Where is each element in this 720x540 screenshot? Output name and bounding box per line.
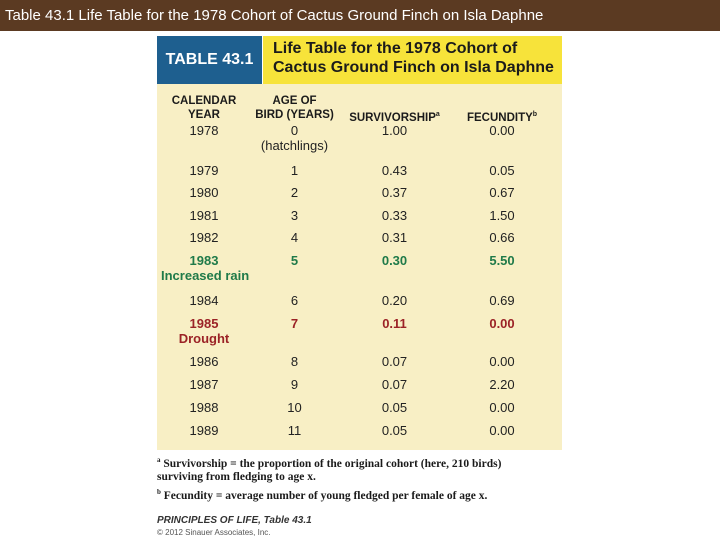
cell-year: 1986: [189, 354, 219, 369]
table-row: 1979 1 0.43 0.05: [157, 162, 562, 184]
footnote-mark-a: a: [435, 111, 440, 118]
cell-fecundity: 0.05: [489, 163, 515, 178]
table-label: TABLE 43.1: [157, 36, 262, 84]
cell-year: 1979: [189, 163, 219, 178]
cell-age: 3: [290, 208, 299, 223]
table-row: 1986 8 0.07 0.00: [157, 353, 562, 375]
table-row: 1984 6 0.20 0.69: [157, 292, 562, 314]
cell-age: 9: [290, 377, 299, 392]
footnotes: a Survivorship = the proportion of the o…: [157, 454, 562, 505]
table-row: 1978 0 1.00 0.00 (hatchlings): [157, 122, 562, 153]
header-year-line-1: CALENDAR: [171, 95, 237, 107]
cell-age: 1: [290, 163, 299, 178]
cell-year: 1982: [189, 230, 219, 245]
cell-year: 1983: [189, 253, 219, 268]
header-age-line-2: BIRD (YEARS): [255, 109, 334, 121]
cell-fecundity: 0.00: [489, 123, 515, 138]
cell-survivorship: 0.05: [381, 400, 408, 415]
cell-age: 6: [290, 293, 299, 308]
table-row: 1989 11 0.05 0.00: [157, 422, 562, 444]
cell-year: 1987: [189, 377, 219, 392]
cell-survivorship: 0.05: [381, 423, 408, 438]
cell-survivorship: 0.31: [381, 230, 408, 245]
table-title: Life Table for the 1978 Cohort of Cactus…: [263, 36, 562, 84]
cell-survivorship: 0.11: [382, 316, 407, 331]
cell-survivorship: 1.00: [381, 123, 408, 138]
table-row: 1987 9 0.07 2.20: [157, 376, 562, 398]
cell-fecundity: 5.50: [489, 253, 515, 268]
cell-survivorship: 0.30: [381, 253, 408, 268]
table-title-line-1: Life Table for the 1978 Cohort of: [273, 40, 518, 57]
cell-fecundity: 0.67: [489, 185, 515, 200]
table-title-line-2: Cactus Ground Finch on Isla Daphne: [273, 59, 554, 76]
cell-fecundity: 0.00: [489, 400, 515, 415]
table-row: 1980 2 0.37 0.67: [157, 184, 562, 206]
cell-year: 1989: [189, 423, 219, 438]
cell-age: 4: [290, 230, 299, 245]
table-row: 1982 4 0.31 0.66: [157, 229, 562, 251]
footnote-a-line-2: surviving from fledging to age x.: [157, 470, 316, 483]
footnote-mark-b: b: [532, 111, 538, 118]
cell-age: 2: [290, 185, 299, 200]
cell-age: 7: [290, 316, 299, 331]
header-survivorship-label: SURVIVORSHIP: [349, 111, 436, 124]
cell-survivorship: 0.43: [381, 163, 408, 178]
cell-age: 8: [290, 354, 299, 369]
cell-survivorship: 0.07: [381, 377, 408, 392]
footnote-b: b Fecundity = average number of young fl…: [157, 486, 562, 503]
cell-year: 1980: [189, 185, 219, 200]
header-age: AGE OF BIRD (YEARS): [247, 94, 342, 122]
cell-year: 1988: [189, 400, 219, 415]
header-fecundity: FECUNDITYb: [452, 108, 552, 125]
table-row: 1988 10 0.05 0.00: [157, 399, 562, 421]
footnote-b-text: Fecundity = average number of young fled…: [163, 489, 488, 502]
slide-title: Table 43.1 Life Table for the 1978 Cohor…: [5, 7, 544, 24]
cell-age: 0: [290, 123, 299, 138]
footnote-a-mark: a: [157, 456, 161, 464]
life-table-figure: TABLE 43.1 Life Table for the 1978 Cohor…: [157, 36, 562, 450]
cell-fecundity: 0.00: [489, 354, 515, 369]
cell-survivorship: 0.37: [381, 185, 408, 200]
cell-year: 1978: [189, 123, 219, 138]
slide-title-bar: Table 43.1 Life Table for the 1978 Cohor…: [0, 0, 720, 31]
cell-fecundity: 0.00: [489, 423, 515, 438]
cell-fecundity: 0.00: [489, 316, 515, 331]
table-row: 1985 7 0.11 0.00 Drought: [157, 315, 562, 346]
cell-fecundity: 0.69: [489, 293, 515, 308]
cell-fecundity: 2.20: [489, 377, 515, 392]
footnote-a: a Survivorship = the proportion of the o…: [157, 454, 562, 484]
cell-year: 1981: [189, 208, 219, 223]
cell-age: 10: [287, 400, 302, 415]
header-fecundity-label: FECUNDITY: [466, 111, 533, 124]
header-calendar-year: CALENDAR YEAR: [161, 94, 247, 122]
cell-year-note: Drought: [178, 331, 230, 346]
table-row: 1981 3 0.33 1.50: [157, 207, 562, 229]
cell-fecundity: 1.50: [489, 208, 515, 223]
cell-survivorship: 0.20: [381, 293, 408, 308]
cell-year-note: Increased rain: [161, 268, 250, 283]
header-year-line-2: YEAR: [188, 109, 220, 121]
cell-age-note: (hatchlings): [260, 138, 329, 153]
cell-age: 5: [290, 253, 299, 268]
footnote-a-line-1: Survivorship = the proportion of the ori…: [163, 457, 502, 470]
table-body: CALENDAR YEAR AGE OF BIRD (YEARS) SURVIV…: [157, 84, 562, 450]
header-survivorship: SURVIVORSHIPa: [342, 108, 447, 125]
cell-survivorship: 0.07: [381, 354, 408, 369]
footnote-b-mark: b: [157, 487, 161, 496]
header-age-line-1: AGE OF: [272, 95, 317, 107]
cell-year: 1984: [189, 293, 219, 308]
cell-year: 1985: [189, 316, 219, 331]
cell-survivorship: 0.33: [381, 208, 408, 223]
copyright: © 2012 Sinauer Associates, Inc.: [157, 528, 271, 537]
cell-fecundity: 0.66: [489, 230, 515, 245]
table-row: 1983 5 0.30 5.50 Increased rain: [157, 252, 562, 283]
book-credit: PRINCIPLES OF LIFE, Table 43.1: [157, 515, 312, 526]
cell-age: 11: [287, 423, 302, 438]
